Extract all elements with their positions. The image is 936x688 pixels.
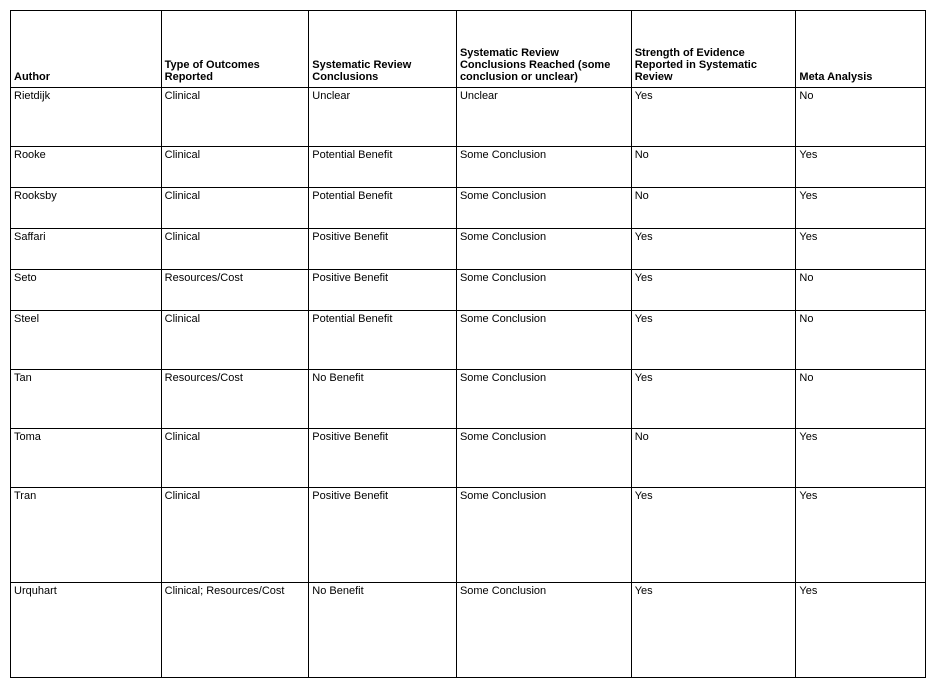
table-cell: Toma: [11, 429, 162, 488]
table-cell: No: [796, 311, 926, 370]
table-cell: Yes: [796, 488, 926, 583]
table-cell: Yes: [631, 488, 796, 583]
table-cell: No Benefit: [309, 583, 457, 678]
table-cell: Positive Benefit: [309, 488, 457, 583]
table-cell: Clinical: [161, 188, 309, 229]
table-row: SteelClinicalPotential BenefitSome Concl…: [11, 311, 926, 370]
table-cell: No Benefit: [309, 370, 457, 429]
evidence-table: AuthorType of Outcomes ReportedSystemati…: [10, 10, 926, 678]
table-cell: Potential Benefit: [309, 311, 457, 370]
table-cell: Clinical: [161, 229, 309, 270]
table-cell: Yes: [796, 147, 926, 188]
table-cell: Clinical: [161, 147, 309, 188]
table-cell: No: [631, 147, 796, 188]
table-cell: Positive Benefit: [309, 429, 457, 488]
table-cell: Rooksby: [11, 188, 162, 229]
column-header-5: Meta Analysis: [796, 11, 926, 88]
table-cell: Positive Benefit: [309, 229, 457, 270]
table-cell: Unclear: [456, 88, 631, 147]
table-cell: No: [796, 88, 926, 147]
table-cell: Rietdijk: [11, 88, 162, 147]
column-header-2: Systematic Review Conclusions: [309, 11, 457, 88]
table-cell: Potential Benefit: [309, 147, 457, 188]
table-cell: Potential Benefit: [309, 188, 457, 229]
table-row: RietdijkClinicalUnclearUnclearYesNo: [11, 88, 926, 147]
table-cell: Saffari: [11, 229, 162, 270]
table-cell: Clinical: [161, 311, 309, 370]
table-cell: Resources/Cost: [161, 370, 309, 429]
table-cell: Yes: [631, 229, 796, 270]
table-row: TanResources/CostNo BenefitSome Conclusi…: [11, 370, 926, 429]
table-cell: Yes: [796, 429, 926, 488]
table-cell: Some Conclusion: [456, 429, 631, 488]
table-cell: No: [796, 370, 926, 429]
table-cell: Some Conclusion: [456, 188, 631, 229]
table-cell: No: [631, 429, 796, 488]
table-cell: Resources/Cost: [161, 270, 309, 311]
column-header-4: Strength of Evidence Reported in Systema…: [631, 11, 796, 88]
column-header-3: Systematic Review Conclusions Reached (s…: [456, 11, 631, 88]
table-cell: Some Conclusion: [456, 229, 631, 270]
table-cell: Seto: [11, 270, 162, 311]
table-cell: Tran: [11, 488, 162, 583]
column-header-0: Author: [11, 11, 162, 88]
table-row: SaffariClinicalPositive BenefitSome Conc…: [11, 229, 926, 270]
table-cell: Some Conclusion: [456, 488, 631, 583]
table-header-row: AuthorType of Outcomes ReportedSystemati…: [11, 11, 926, 88]
table-row: UrquhartClinical; Resources/CostNo Benef…: [11, 583, 926, 678]
table-cell: Some Conclusion: [456, 370, 631, 429]
table-cell: Some Conclusion: [456, 147, 631, 188]
table-row: RookeClinicalPotential BenefitSome Concl…: [11, 147, 926, 188]
table-cell: Yes: [631, 270, 796, 311]
table-cell: Yes: [796, 188, 926, 229]
table-cell: Clinical; Resources/Cost: [161, 583, 309, 678]
table-row: TomaClinicalPositive BenefitSome Conclus…: [11, 429, 926, 488]
table-cell: Some Conclusion: [456, 311, 631, 370]
table-cell: Clinical: [161, 88, 309, 147]
table-cell: No: [796, 270, 926, 311]
table-cell: Rooke: [11, 147, 162, 188]
table-cell: Yes: [631, 311, 796, 370]
table-cell: Yes: [796, 229, 926, 270]
table-row: TranClinicalPositive BenefitSome Conclus…: [11, 488, 926, 583]
column-header-1: Type of Outcomes Reported: [161, 11, 309, 88]
table-cell: Unclear: [309, 88, 457, 147]
table-cell: Yes: [631, 583, 796, 678]
table-cell: No: [631, 188, 796, 229]
table-cell: Clinical: [161, 488, 309, 583]
table-cell: Some Conclusion: [456, 583, 631, 678]
table-cell: Some Conclusion: [456, 270, 631, 311]
table-cell: Clinical: [161, 429, 309, 488]
table-cell: Yes: [631, 88, 796, 147]
table-row: RooksbyClinicalPotential BenefitSome Con…: [11, 188, 926, 229]
table-cell: Positive Benefit: [309, 270, 457, 311]
table-cell: Yes: [631, 370, 796, 429]
table-cell: Urquhart: [11, 583, 162, 678]
table-cell: Yes: [796, 583, 926, 678]
table-cell: Steel: [11, 311, 162, 370]
table-cell: Tan: [11, 370, 162, 429]
table-row: SetoResources/CostPositive BenefitSome C…: [11, 270, 926, 311]
